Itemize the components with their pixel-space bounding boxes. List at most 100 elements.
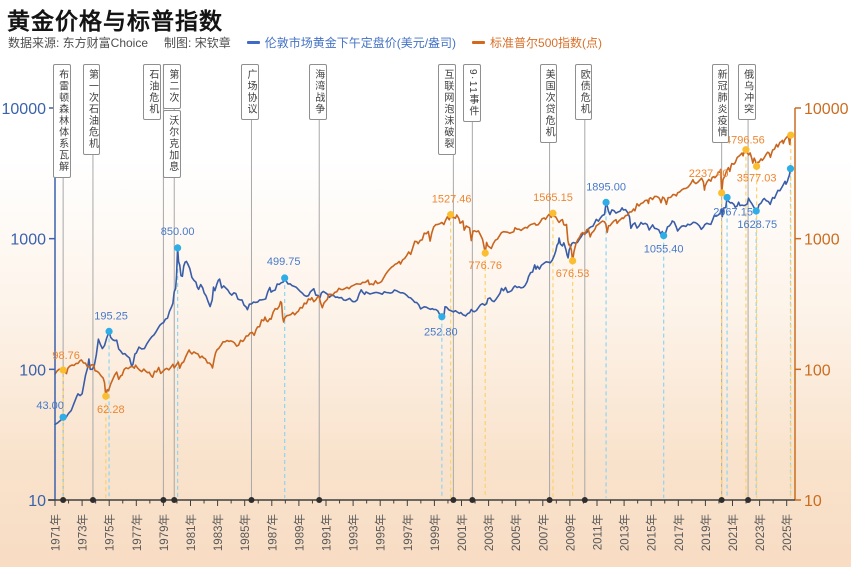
- gold-annotation-value-label: 850.00: [161, 226, 195, 238]
- gold-annotation-value-label: 1628.75: [737, 219, 777, 231]
- legend-sp500-label: 标准普尔500指数(点): [490, 35, 603, 50]
- left-y-tick-label: 10: [28, 493, 46, 510]
- sp-annotation-value-label: 1565.15: [533, 192, 573, 204]
- gold-annotation-dot: [786, 165, 795, 173]
- gold-annotation-value-label: 43.00: [36, 400, 64, 412]
- gold-annotation-dot: [723, 193, 731, 202]
- x-tick-label: 2007年: [536, 514, 550, 551]
- event-axis-dot: [171, 497, 178, 503]
- gold-annotation-value-label: 252.80: [424, 327, 458, 339]
- x-tick-label: 2023年: [753, 514, 767, 551]
- x-tick-label: 2001年: [455, 514, 469, 551]
- left-y-tick-label: 1000: [10, 232, 46, 249]
- x-tick-label: 2009年: [563, 514, 577, 551]
- legend-item-gold: 伦敦市场黄金下午定盘价(美元/盎司): [246, 34, 457, 51]
- sp-annotation-value-label: 62.28: [97, 404, 125, 416]
- sp-annotation-dot: [718, 189, 726, 197]
- x-tick-label: 1993年: [347, 514, 361, 551]
- x-tick-label: 1999年: [428, 514, 442, 551]
- sp-annotation-dot: [549, 209, 557, 217]
- gold-annotation-dot: [752, 207, 760, 215]
- event-axis-dot: [316, 497, 323, 503]
- x-tick-label: 2015年: [645, 514, 659, 551]
- x-tick-label: 1995年: [374, 514, 388, 551]
- event-axis-dot: [581, 497, 588, 503]
- x-tick-label: 1979年: [157, 514, 171, 551]
- x-tick-label: 1987年: [265, 514, 279, 551]
- gold-annotation-dot: [660, 232, 668, 240]
- x-tick-label: 2017年: [672, 514, 686, 551]
- x-tick-label: 1997年: [401, 514, 415, 551]
- sp-annotation-value-label: 776.76: [468, 260, 502, 272]
- x-tick-label: 1981年: [184, 514, 198, 551]
- right-y-tick-label: 10000: [804, 101, 849, 118]
- x-tick-label: 2021年: [726, 514, 740, 551]
- sp-annotation-dot: [569, 257, 577, 265]
- legend-item-sp500: 标准普尔500指数(点): [472, 34, 602, 51]
- sp-annotation-value-label: 98.76: [52, 350, 80, 362]
- gold-annotation-dot: [602, 198, 610, 206]
- sp-annotation-dot: [787, 131, 795, 139]
- gold-annotation-dot: [59, 413, 67, 421]
- sp-annotation-dot: [59, 366, 67, 374]
- event-axis-dot: [248, 497, 255, 503]
- gold-annotation-value-label: 499.75: [267, 256, 301, 268]
- gold-annotation-value-label: 195.25: [94, 310, 128, 322]
- sp-annotation-value-label: 4796.56: [725, 135, 765, 147]
- event-axis-dot: [745, 497, 752, 503]
- x-tick-label: 1977年: [130, 514, 144, 551]
- left-y-tick-label: 10000: [2, 101, 47, 118]
- sp-annotation-dot: [753, 162, 761, 170]
- event-axis-dot: [89, 497, 96, 503]
- event-axis-dot: [60, 497, 67, 503]
- gold-annotation-value-label: 1895.00: [586, 181, 626, 193]
- sp500-line-swatch: [472, 40, 486, 44]
- event-axis-dot: [718, 497, 725, 503]
- event-axis-dot: [546, 497, 553, 503]
- sp-annotation-dot: [481, 249, 489, 257]
- gold-series-line: [54, 167, 792, 426]
- sp-annotation-value-label: 2237.40: [689, 168, 729, 180]
- x-tick-label: 1989年: [292, 514, 306, 551]
- sp-annotation-value-label: 676.53: [556, 268, 590, 280]
- x-tick-label: 2005年: [509, 514, 523, 551]
- x-tick-label: 1973年: [76, 514, 90, 551]
- x-tick-label: 2011年: [591, 514, 605, 550]
- x-tick-label: 2013年: [618, 514, 632, 551]
- sp-series-line: [54, 134, 792, 397]
- event-axis-dot: [450, 497, 457, 503]
- sp-annotation-value-label: 1527.46: [432, 194, 472, 206]
- gold-annotation-dot: [174, 244, 182, 252]
- gold-annotation-value-label: 2067.15: [713, 206, 753, 218]
- x-tick-label: 2003年: [482, 514, 496, 551]
- right-y-tick-label: 1000: [804, 232, 840, 249]
- right-y-tick-label: 10: [804, 493, 822, 510]
- event-axis-dot: [160, 497, 167, 503]
- x-tick-label: 1975年: [103, 514, 117, 551]
- gold-annotation-dot: [281, 274, 289, 282]
- sp-annotation-dot: [102, 392, 110, 400]
- left-y-tick-label: 100: [19, 362, 46, 379]
- x-tick-label: 2019年: [699, 514, 713, 551]
- x-tick-label: 2025年: [780, 514, 794, 551]
- x-tick-label: 1991年: [320, 514, 334, 551]
- gold-annotation-dot: [438, 313, 446, 321]
- sp-annotation-value-label: 3577.03: [737, 172, 777, 184]
- x-tick-label: 1983年: [211, 514, 225, 551]
- gold-annotation-dot: [105, 327, 113, 335]
- data-source-label: 数据来源: 东方财富Choice: [8, 35, 149, 50]
- page-title: 黄金价格与标普指数: [7, 8, 223, 34]
- gold-line-swatch: [246, 40, 260, 44]
- x-tick-label: 1971年: [49, 514, 63, 551]
- legend-gold-label: 伦敦市场黄金下午定盘价(美元/盎司): [264, 35, 457, 50]
- event-axis-dot: [469, 497, 476, 503]
- gold-annotation-value-label: 1055.40: [644, 244, 684, 256]
- right-y-tick-label: 100: [804, 362, 831, 379]
- x-tick-label: 1985年: [238, 514, 252, 551]
- sp-annotation-dot: [742, 146, 750, 154]
- meta-row: 数据来源: 东方财富Choice 制图: 宋钦章 伦敦市场黄金下午定盘价(美元/…: [8, 34, 602, 50]
- chart-author-label: 制图: 宋钦章: [164, 35, 231, 50]
- sp-annotation-dot: [447, 211, 455, 219]
